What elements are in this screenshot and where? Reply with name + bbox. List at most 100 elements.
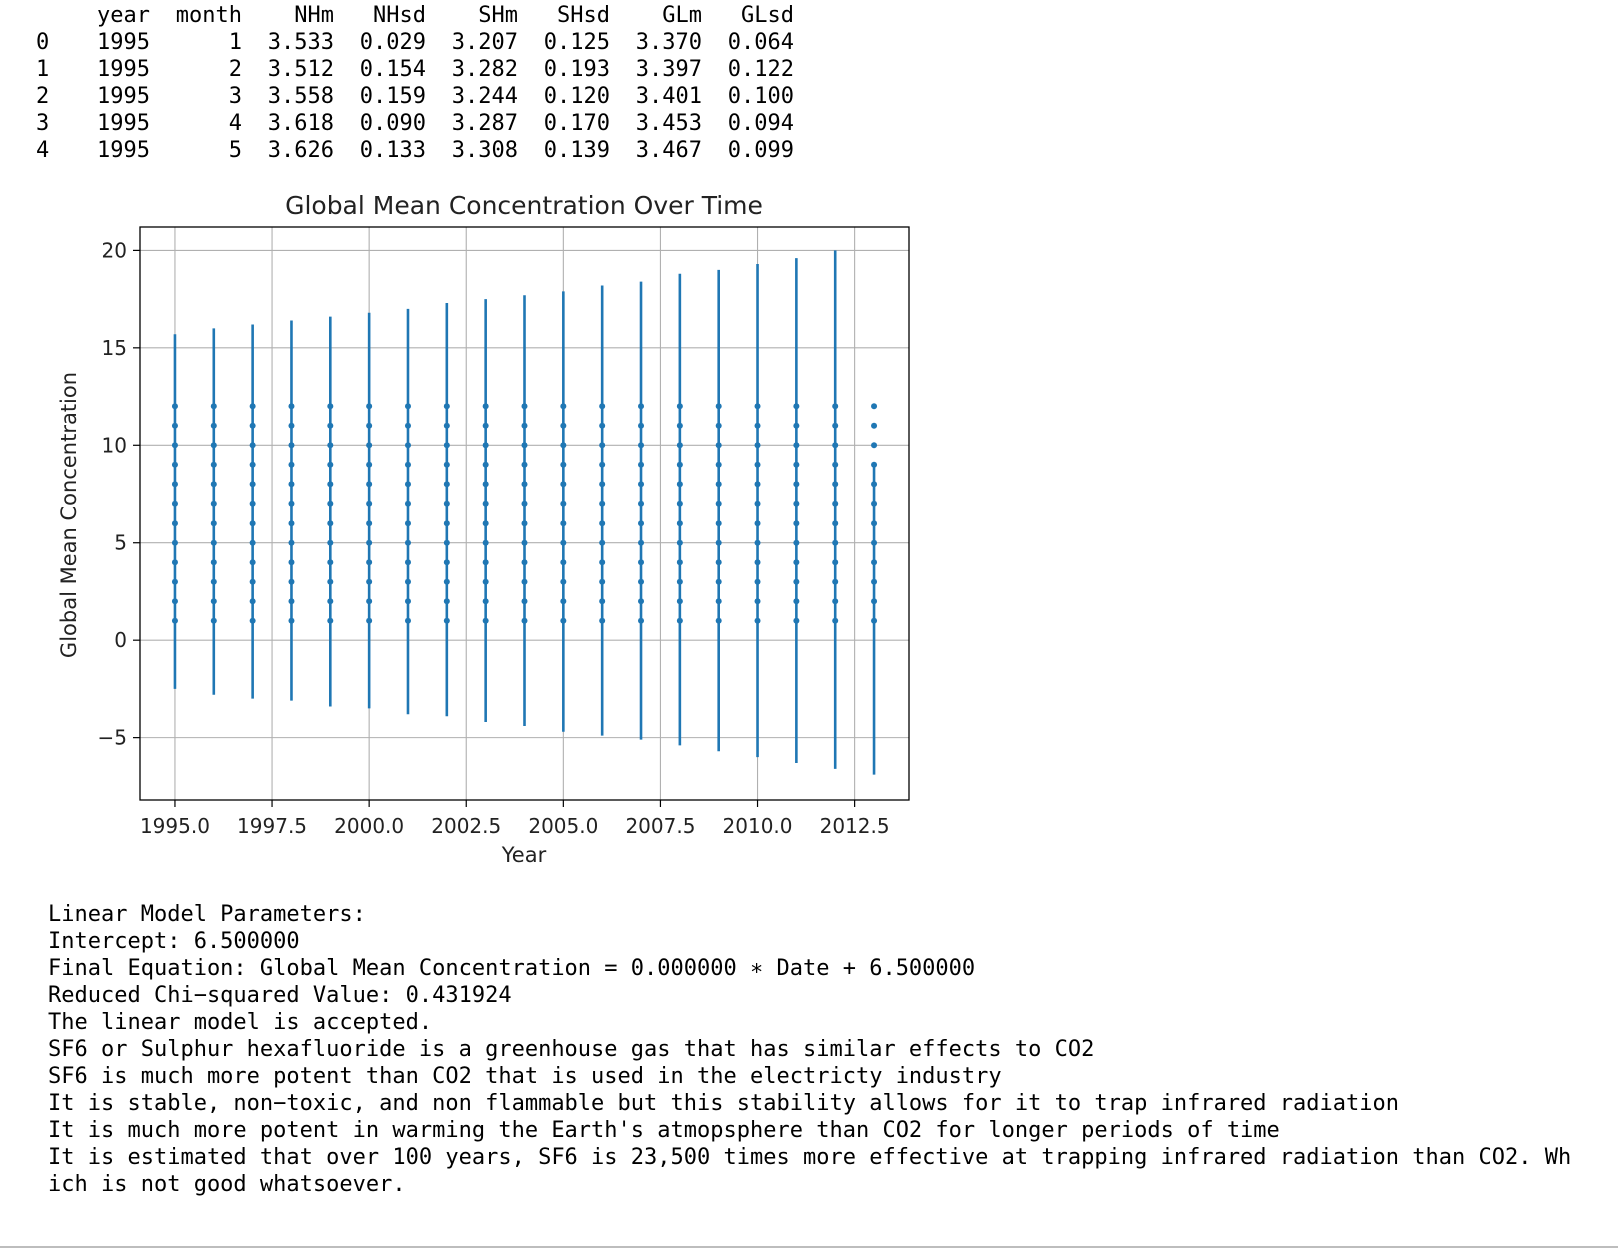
- data-point: [404, 598, 411, 605]
- data-point: [404, 520, 411, 527]
- output-line: It is stable, non−toxic, and non flammab…: [48, 1091, 1400, 1116]
- table-cell: 1995: [97, 111, 150, 136]
- data-point: [638, 403, 645, 410]
- data-point: [171, 617, 178, 624]
- table-cell: 1: [228, 30, 242, 55]
- output-line: Reduced Chi−squared Value: 0.431924: [48, 983, 512, 1008]
- data-point: [443, 520, 450, 527]
- data-point: [676, 500, 683, 507]
- data-point: [327, 403, 334, 410]
- data-point: [288, 598, 295, 605]
- data-point: [288, 520, 295, 527]
- data-point: [599, 422, 606, 429]
- table-cell: 0.122: [727, 57, 794, 82]
- data-point: [249, 539, 256, 546]
- data-point: [832, 539, 839, 546]
- cell-divider: [0, 1246, 1618, 1248]
- data-point: [832, 520, 839, 527]
- data-point: [832, 617, 839, 624]
- data-point: [715, 481, 722, 488]
- column-header-glm: GLm: [662, 3, 702, 28]
- column-header-month: month: [175, 3, 242, 28]
- data-point: [443, 598, 450, 605]
- x-axis-label: Year: [501, 843, 547, 867]
- table-cell: 3.207: [451, 30, 518, 55]
- data-point: [715, 617, 722, 624]
- data-point: [676, 442, 683, 449]
- data-point: [715, 461, 722, 468]
- table-cell: 0.120: [543, 84, 610, 109]
- data-point: [871, 461, 878, 468]
- y-tick-label: 5: [114, 531, 127, 555]
- row-index: 4: [36, 138, 50, 163]
- table-row: 4 1995 5 3.626 0.133 3.308 0.139 3.467 0.099: [36, 137, 794, 164]
- data-point: [793, 539, 800, 546]
- data-point: [288, 481, 295, 488]
- cell-output: Linear Model Parameters: Intercept: 6.500…: [48, 901, 1571, 1198]
- data-point: [832, 559, 839, 566]
- table-cell: 3.401: [635, 84, 702, 109]
- data-point: [754, 578, 761, 585]
- data-point: [171, 481, 178, 488]
- data-point: [832, 461, 839, 468]
- year-series: [249, 324, 256, 699]
- data-point: [560, 403, 567, 410]
- data-point: [638, 559, 645, 566]
- data-point: [832, 598, 839, 605]
- data-point: [288, 422, 295, 429]
- table-cell: 0.159: [359, 84, 426, 109]
- data-point: [793, 559, 800, 566]
- data-point: [599, 520, 606, 527]
- data-point: [288, 559, 295, 566]
- data-point: [366, 559, 373, 566]
- x-tick-label: 2005.0: [528, 814, 598, 838]
- data-point: [288, 500, 295, 507]
- data-point: [599, 403, 606, 410]
- year-series: [443, 303, 450, 717]
- year-series: [676, 273, 683, 746]
- data-point: [327, 481, 334, 488]
- data-point: [521, 461, 528, 468]
- output-line: ich is not good whatsoever.: [48, 1172, 406, 1197]
- table-cell: 3.512: [267, 57, 334, 82]
- data-point: [288, 578, 295, 585]
- chart-svg: Global Mean Concentration Over Time 1995…: [57, 191, 910, 867]
- chart: Global Mean Concentration Over Time 1995…: [50, 185, 950, 885]
- data-series: [171, 250, 878, 775]
- year-series: [171, 334, 178, 689]
- data-point: [327, 617, 334, 624]
- table-cell: 4: [228, 111, 242, 136]
- table-cell: 0.125: [543, 30, 610, 55]
- data-point: [521, 422, 528, 429]
- row-index: 2: [36, 84, 50, 109]
- column-header-shsd: SHsd: [557, 3, 610, 28]
- data-point: [521, 617, 528, 624]
- year-series: [366, 312, 373, 709]
- data-point: [288, 539, 295, 546]
- year-series: [599, 285, 606, 736]
- data-point: [521, 578, 528, 585]
- data-point: [871, 578, 878, 585]
- data-point: [482, 617, 489, 624]
- row-index: 1: [36, 57, 50, 82]
- data-point: [754, 500, 761, 507]
- data-point: [638, 500, 645, 507]
- data-point: [871, 520, 878, 527]
- output-line: It is much more potent in warming the Ea…: [48, 1118, 1280, 1143]
- x-tick-label: 2000.0: [334, 814, 404, 838]
- data-point: [210, 403, 217, 410]
- data-point: [404, 559, 411, 566]
- data-point: [715, 442, 722, 449]
- data-point: [327, 500, 334, 507]
- data-point: [599, 461, 606, 468]
- x-tick-label: 2010.0: [723, 814, 793, 838]
- column-header-glsd: GLsd: [741, 3, 794, 28]
- data-point: [366, 422, 373, 429]
- output-line: Final Equation: Global Mean Concentratio…: [48, 956, 976, 981]
- column-header-nhsd: NHsd: [373, 3, 426, 28]
- table-cell: 0.094: [727, 111, 794, 136]
- table-row: 3 1995 4 3.618 0.090 3.287 0.170 3.453 0.094: [36, 110, 794, 137]
- data-point: [638, 617, 645, 624]
- table-cell: 3.453: [635, 111, 702, 136]
